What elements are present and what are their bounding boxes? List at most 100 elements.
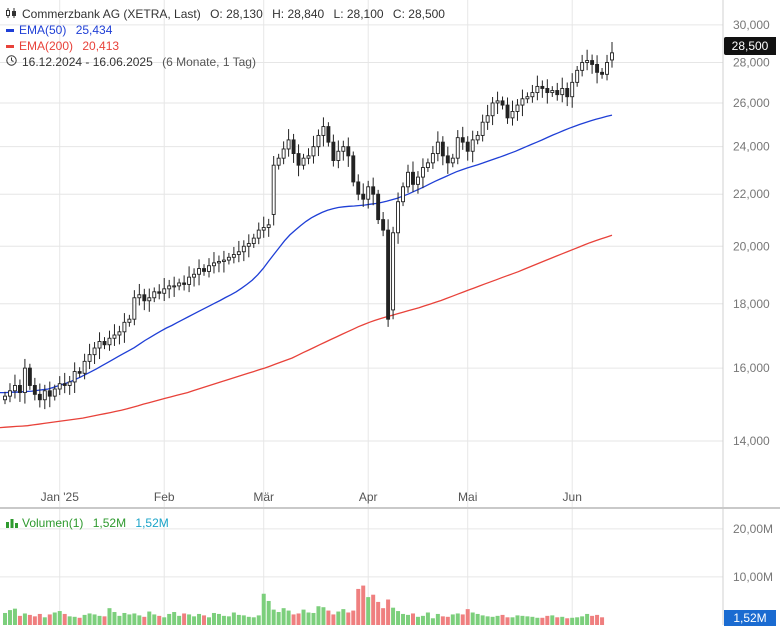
volume-bar — [211, 612, 216, 625]
candle-body — [261, 227, 266, 231]
candle-body — [411, 171, 415, 185]
candle-body — [525, 96, 530, 100]
volume-bar — [62, 613, 67, 625]
candle — [386, 219, 391, 327]
candle — [411, 161, 415, 193]
candle-body — [296, 153, 301, 166]
candle — [266, 218, 271, 237]
candle — [535, 75, 540, 101]
time-tick-label: Jun — [563, 490, 582, 504]
candle — [311, 135, 316, 164]
candle-body — [331, 141, 336, 161]
candle-body — [47, 390, 52, 397]
volume-bar — [32, 616, 37, 625]
candle — [595, 55, 600, 84]
ema50-label: EMA(50) — [19, 23, 67, 37]
volume-tick-label: 10,00M — [733, 570, 773, 584]
candle — [216, 255, 221, 273]
volume-bar — [391, 607, 396, 625]
candle — [371, 177, 376, 206]
candle — [296, 144, 301, 177]
candle — [256, 222, 261, 245]
candle-body — [391, 232, 396, 311]
volume-bar — [256, 615, 261, 625]
candle — [510, 100, 515, 126]
candle — [202, 264, 206, 276]
candle-body — [550, 90, 555, 94]
candle-body — [440, 141, 445, 157]
candle-body — [520, 98, 525, 106]
candle-body — [396, 201, 401, 234]
candle — [77, 367, 82, 378]
candle-body — [590, 60, 595, 65]
candle — [17, 379, 22, 402]
candle — [172, 276, 177, 297]
volume-bar — [187, 614, 192, 625]
candle — [112, 324, 117, 346]
candle-body — [37, 393, 42, 401]
volume-bar — [346, 612, 351, 625]
candle — [495, 91, 500, 115]
candle — [565, 82, 570, 107]
candle-body — [301, 157, 306, 166]
price-tick-label: 18,000 — [733, 297, 770, 311]
candle — [430, 145, 435, 169]
volume-bar — [291, 614, 296, 625]
candle — [236, 240, 241, 263]
candle — [107, 330, 112, 351]
candle — [27, 363, 32, 390]
ohlc-high: H: 28,840 — [272, 7, 325, 21]
candle — [72, 362, 77, 393]
candle-body — [505, 104, 510, 119]
price-tick-label: 14,000 — [733, 434, 770, 448]
candle-body — [605, 62, 609, 75]
volume-bar — [371, 594, 376, 625]
volume-legend[interactable]: Volumen(1) 1,52M 1,52M — [6, 516, 169, 530]
candle-body — [87, 354, 92, 362]
candle — [366, 180, 371, 209]
candle — [585, 49, 590, 71]
candle-body — [22, 367, 27, 394]
candle-body — [565, 88, 570, 98]
candle-body — [8, 390, 12, 397]
candle-body — [97, 341, 102, 349]
volume-bar — [72, 616, 77, 625]
instrument-row: Commerzbank AG (XETRA, Last) O: 28,130 H… — [6, 6, 445, 22]
ema50-line — [0, 114, 613, 394]
candle — [52, 384, 57, 401]
volume-bar — [326, 610, 331, 625]
candle — [271, 155, 276, 226]
volume-bar — [206, 617, 211, 625]
volume-bar — [172, 612, 177, 625]
volume-bar — [102, 616, 107, 625]
volume-bar — [316, 606, 321, 625]
candle — [396, 192, 401, 244]
volume-bar — [37, 613, 42, 625]
date-range: 16.12.2024 - 16.06.2025 — [22, 55, 153, 69]
volume-bar — [17, 615, 22, 625]
volume-bar — [306, 612, 311, 625]
volume-bar — [251, 617, 256, 625]
ema200-legend-row[interactable]: EMA(200) 20,413 — [6, 38, 445, 54]
volume-bar — [470, 612, 475, 625]
candle — [62, 372, 67, 394]
price-tick-label: 28,000 — [733, 55, 770, 69]
ema50-legend-row[interactable]: EMA(50) 25,434 — [6, 22, 445, 38]
candle-body — [32, 385, 37, 395]
candle — [152, 287, 157, 303]
candle-body — [162, 288, 167, 294]
candle-body — [202, 268, 206, 272]
candle — [520, 89, 525, 117]
candle — [490, 96, 495, 126]
candle — [570, 73, 575, 108]
volume-bar — [77, 617, 82, 625]
volume-bar — [167, 613, 172, 625]
volume-bar — [495, 615, 500, 625]
price-grid — [0, 0, 723, 625]
volume-bar — [475, 613, 480, 625]
candle — [306, 148, 311, 165]
candle-body — [132, 297, 137, 320]
volume-bar — [570, 617, 575, 625]
candle — [326, 122, 331, 147]
